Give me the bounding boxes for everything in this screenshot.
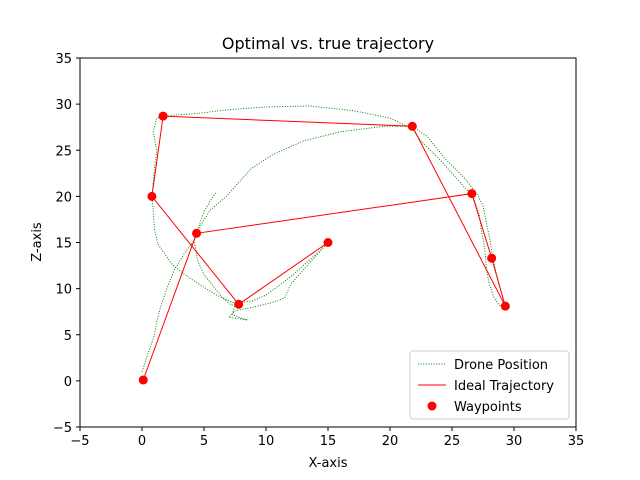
waypoint-marker-6 <box>407 121 417 131</box>
y-tick-label: 30 <box>55 98 72 113</box>
x-axis-title: X-axis <box>309 456 348 471</box>
x-tick-label: 30 <box>506 434 523 449</box>
y-tick-label: 10 <box>55 283 72 298</box>
y-tick-label: −5 <box>53 421 72 436</box>
y-tick-label: 15 <box>55 237 72 252</box>
y-tick-label: 5 <box>64 329 72 344</box>
waypoint-marker-3 <box>467 189 477 199</box>
x-tick-label: −5 <box>70 434 89 449</box>
legend-label-waypoints: Waypoints <box>454 400 522 415</box>
waypoint-marker-2 <box>192 228 202 238</box>
waypoint-marker-9 <box>234 299 244 309</box>
legend-box <box>409 350 570 420</box>
x-tick-label: 25 <box>444 434 461 449</box>
x-tick-label: 20 <box>382 434 399 449</box>
x-tick-label: 0 <box>138 434 146 449</box>
x-tick-label: 10 <box>258 434 275 449</box>
legend-label-ideal-trajectory: Ideal Trajectory <box>454 379 554 394</box>
y-tick-label: 35 <box>55 52 72 67</box>
legend-label-drone-position: Drone Position <box>454 358 548 373</box>
x-tick-label: 35 <box>568 434 585 449</box>
y-tick-label: 25 <box>55 144 72 159</box>
waypoint-marker-4 <box>487 253 497 263</box>
x-tick-label: 15 <box>320 434 337 449</box>
waypoint-marker-10 <box>323 238 333 247</box>
chart-title: Optimal vs. true trajectory <box>222 34 434 53</box>
waypoint-marker-8 <box>147 191 157 201</box>
series-line-drone-position <box>141 105 507 372</box>
waypoint-marker-7 <box>158 111 168 121</box>
legend-swatch-waypoints <box>427 401 437 411</box>
legend: Drone Position Ideal Trajectory Waypoint… <box>409 350 570 420</box>
axis-ticks: −5 0 5 10 15 20 25 30 35 −5 0 5 10 15 20 25 30 35 <box>53 52 584 449</box>
y-axis-title: Z-axis <box>30 222 45 262</box>
series-line-ideal-trajectory <box>142 115 506 381</box>
waypoint-marker-5 <box>500 301 510 311</box>
y-tick-label: 20 <box>55 190 72 205</box>
x-tick-label: 5 <box>200 434 208 449</box>
y-tick-label: 0 <box>64 375 72 390</box>
plot-area <box>138 105 510 385</box>
waypoint-marker-1 <box>138 375 148 385</box>
